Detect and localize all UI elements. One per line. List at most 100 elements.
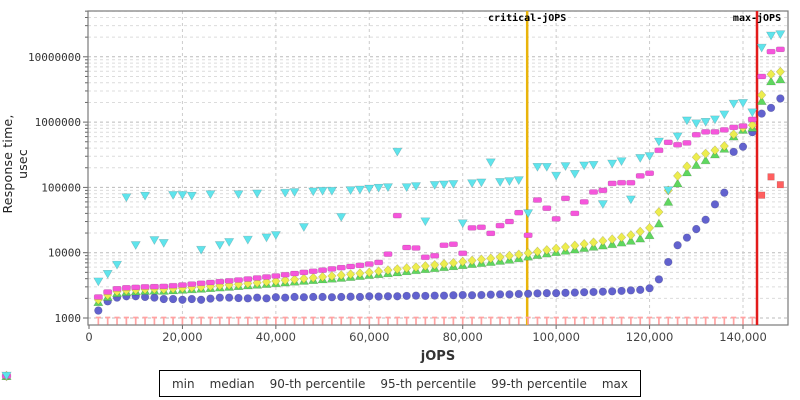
point-95-th-percentile	[644, 222, 655, 233]
point-median	[206, 294, 215, 303]
point-99-th-percentile	[121, 285, 131, 291]
point-99-th-percentile	[336, 264, 346, 271]
point-95-th-percentile	[532, 246, 543, 257]
point-max	[93, 277, 104, 287]
point-median	[187, 294, 196, 304]
point-median	[262, 294, 271, 303]
point-median	[467, 291, 477, 300]
point-max	[775, 30, 786, 40]
point-median	[374, 292, 383, 301]
point-max	[289, 188, 300, 198]
point-median	[617, 286, 626, 296]
legend-label: 95-th percentile	[380, 376, 477, 391]
point-max	[224, 238, 235, 247]
point-95-th-percentile	[654, 206, 664, 218]
point-max	[420, 217, 431, 227]
point-95-th-percentile	[486, 253, 496, 264]
point-max	[308, 187, 319, 197]
point-max	[700, 118, 711, 127]
point-max	[130, 241, 141, 251]
point-90-th-percentile	[644, 230, 655, 240]
point-99-th-percentile	[495, 222, 505, 229]
point-99-th-percentile	[392, 212, 402, 219]
point-median	[383, 292, 393, 301]
point-99-th-percentile	[626, 179, 636, 186]
point-max	[438, 180, 450, 190]
point-max	[167, 191, 179, 200]
point-99-th-percentile	[271, 273, 281, 279]
point-95-th-percentile	[626, 230, 636, 241]
point-max	[186, 191, 197, 201]
point-99-th-percentile	[224, 278, 234, 284]
point-99-th-percentile	[617, 179, 627, 186]
point-median	[309, 292, 318, 302]
point-99-th-percentile	[252, 275, 262, 281]
point-95-th-percentile	[719, 140, 729, 152]
point-max	[354, 185, 366, 195]
point-95-th-percentile	[607, 234, 617, 245]
point-99-th-percentile	[504, 218, 514, 225]
point-90-th-percentile	[663, 196, 674, 206]
point-max	[429, 181, 440, 191]
point-99-th-percentile	[280, 271, 290, 278]
point-99-th-percentile	[420, 254, 430, 261]
point-max	[373, 183, 384, 193]
point-99-th-percentile	[93, 294, 103, 300]
point-median	[215, 293, 225, 302]
point-99-th-percentile	[635, 173, 645, 179]
point-90-th-percentile	[700, 155, 711, 165]
point-99-th-percentile	[196, 280, 206, 287]
point-95-th-percentile	[570, 240, 580, 251]
point-median	[692, 224, 701, 234]
point-median	[196, 295, 206, 304]
point-99-th-percentile	[364, 261, 374, 267]
legend-label: 99-th percentile	[491, 376, 587, 391]
point-95-th-percentile	[448, 257, 458, 268]
point-99-th-percentile	[205, 279, 215, 286]
point-95-th-percentile	[766, 69, 776, 80]
point-median	[776, 94, 785, 103]
point-max	[681, 116, 693, 126]
point-95-th-percentile	[514, 249, 524, 260]
point-max	[139, 191, 151, 201]
triangle-down-icon	[1, 371, 12, 381]
point-max	[691, 119, 702, 129]
point-99-th-percentile	[691, 131, 701, 138]
point-median	[337, 292, 346, 302]
point-max	[476, 178, 487, 188]
point-max	[551, 171, 562, 181]
x-tick-label: 80,000	[443, 330, 483, 344]
point-median	[729, 147, 738, 157]
legend-item-min: min	[2, 372, 195, 391]
point-median	[710, 200, 720, 209]
point-95-th-percentile	[458, 256, 468, 267]
point-median	[421, 291, 430, 301]
point-median	[430, 291, 439, 300]
legend-label: max	[601, 376, 629, 391]
point-max	[504, 177, 515, 187]
point-min	[776, 181, 784, 189]
point-99-th-percentile	[551, 216, 561, 222]
point-95-th-percentile	[402, 263, 412, 274]
point-99-th-percentile	[673, 141, 683, 148]
point-median	[346, 292, 355, 301]
y-tick-label: 10000000	[28, 51, 81, 64]
point-95-th-percentile	[317, 271, 328, 282]
point-median	[561, 288, 570, 298]
point-min	[758, 191, 766, 199]
point-max	[728, 99, 739, 109]
legend-item-95-th-percentile: 95-th percentile	[1, 370, 477, 391]
point-99-th-percentile	[598, 187, 608, 194]
point-99-th-percentile	[430, 252, 440, 259]
y-tick-label: 1000	[55, 312, 82, 325]
point-95-th-percentile	[504, 250, 515, 261]
point-95-th-percentile	[729, 129, 739, 140]
point-99-th-percentile	[439, 242, 449, 249]
point-99-th-percentile	[187, 281, 197, 287]
point-99-th-percentile	[607, 180, 617, 187]
point-90-th-percentile	[635, 233, 646, 243]
point-95-th-percentile	[542, 244, 552, 256]
point-median	[533, 289, 542, 298]
point-max	[569, 169, 580, 179]
point-median	[150, 293, 159, 302]
